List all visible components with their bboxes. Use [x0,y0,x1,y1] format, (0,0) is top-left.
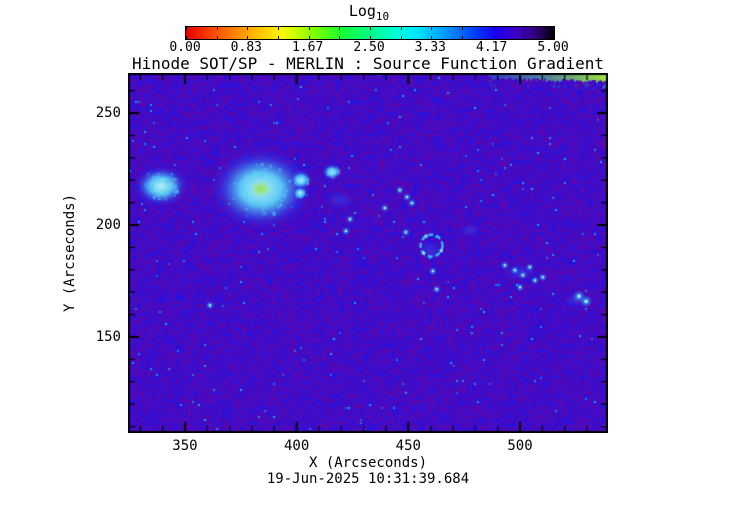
colorbar-title: Log10 [349,2,389,23]
colorbar-division-tick [308,36,310,39]
colorbar-tick-label: 0.83 [230,40,262,55]
colorbar-division-tick [247,27,249,30]
x-axis-tick-label: 500 [507,438,533,454]
colorbar-tick-label: 5.00 [537,40,569,55]
colorbar-division-tick [462,27,463,30]
colorbar-tick-label: 3.33 [414,40,446,55]
x-axis-label: X (Arcseconds) [308,455,428,471]
colorbar-division-tick [462,36,463,39]
colorbar-division-tick [308,27,310,30]
colorbar-division-tick [278,36,279,39]
colorbar-division-tick [339,27,341,30]
y-axis-tick-label: 200 [95,217,121,233]
colorbar-division-tick [278,27,279,30]
colorbar-division-tick [523,27,525,30]
colorbar-division-tick [370,27,371,30]
colorbar-division-tick [523,36,525,39]
timestamp: 19-Jun-2025 10:31:39.684 [266,471,470,487]
x-axis-tick-label: 400 [283,438,310,454]
colorbar-title-subscript: 10 [375,10,390,23]
colorbar-division-tick [431,36,433,39]
colorbar-division-tick [400,27,402,30]
colorbar-division-tick [186,36,187,39]
colorbar-division-tick [186,27,187,30]
colorbar-division-tick [247,36,249,39]
y-axis-label: Y (Arcseconds) [62,193,78,313]
colorbar-division-tick [370,36,371,39]
x-axis-tick-label: 450 [395,438,421,454]
y-axis-tick-label: 150 [95,328,121,345]
x-axis-tick-label: 350 [172,438,198,454]
colorbar-division-tick [400,36,402,39]
heatmap-canvas [128,73,608,433]
chart-title: Hinode SOT/SP - MERLIN : Source Function… [131,54,605,73]
y-axis-tick-label: 250 [95,105,121,122]
colorbar-division-tick [554,27,555,30]
colorbar-division-tick [492,36,494,39]
colorbar-title-text: Log [348,2,376,20]
colorbar-division-tick [339,36,341,39]
colorbar-division-tick [431,27,433,30]
colorbar-tick-label: 2.50 [353,40,385,55]
colorbar-tick-label: 1.67 [292,40,324,55]
colorbar-division-tick [554,36,555,39]
colorbar-division-tick [216,27,218,30]
colorbar-division-tick [492,27,494,30]
colorbar-division-tick [216,36,218,39]
colorbar [185,26,555,40]
colorbar-tick-label: 0.00 [169,40,201,55]
colorbar-tick-label: 4.17 [476,40,508,55]
